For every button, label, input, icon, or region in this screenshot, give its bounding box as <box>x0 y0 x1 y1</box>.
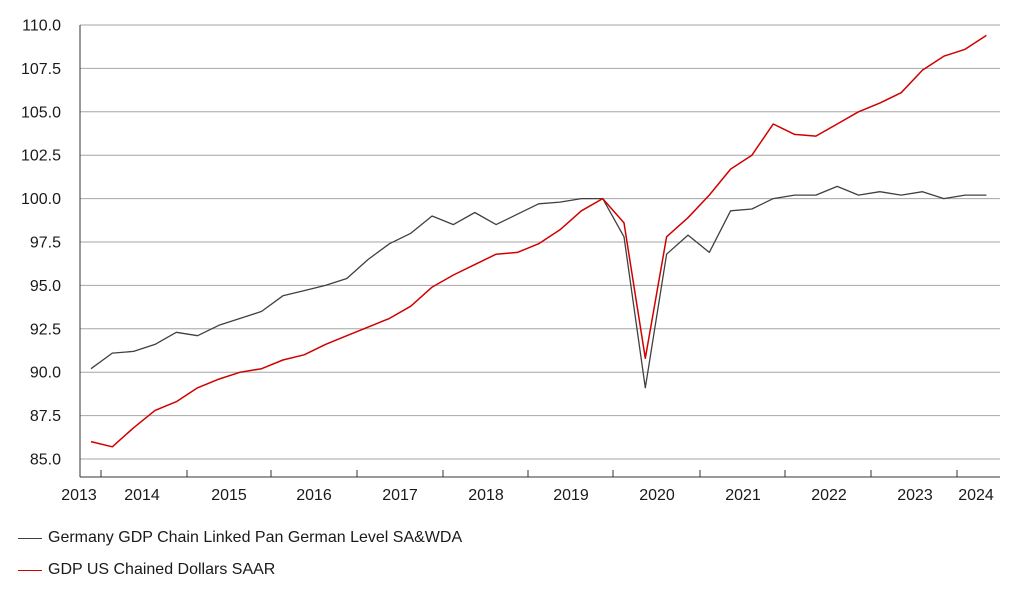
legend: Germany GDP Chain Linked Pan German Leve… <box>18 522 462 586</box>
y-tick-label: 100.0 <box>21 191 61 208</box>
x-tick-label: 2013 <box>61 487 97 504</box>
x-tick-label: 2018 <box>468 487 504 504</box>
x-tick-label: 2017 <box>382 487 418 504</box>
y-tick-label: 90.0 <box>30 365 61 382</box>
y-tick-label: 92.5 <box>30 321 61 338</box>
x-axis-tick-labels: 2013 2014 2015 2016 2017 2018 2019 2020 2021 2022… <box>61 487 994 504</box>
y-tick-label: 102.5 <box>21 148 61 165</box>
x-tick-label: 2022 <box>811 487 847 504</box>
x-tick-label: 2015 <box>211 487 247 504</box>
y-tick-label: 105.0 <box>21 104 61 121</box>
legend-label-germany-gdp: Germany GDP Chain Linked Pan German Leve… <box>48 529 463 546</box>
series-lines <box>90 34 987 448</box>
y-tick-label: 107.5 <box>21 61 61 78</box>
series-line-us-gdp <box>90 34 987 448</box>
x-tick-label: 2014 <box>124 487 160 504</box>
x-tick-label: 2020 <box>639 487 675 504</box>
legend-item-us-gdp: GDP US Chained Dollars SAAR <box>18 554 462 586</box>
series-line-germany-gdp <box>90 185 987 389</box>
y-axis-tick-labels: 85.0 87.5 90.0 92.5 95.0 97.5 100.0 102.5 105.0 1… <box>21 18 61 469</box>
y-tick-label: 85.0 <box>30 452 61 469</box>
y-tick-label: 110.0 <box>22 18 61 35</box>
x-tick-label: 2021 <box>725 487 761 504</box>
legend-swatch-germany-gdp <box>18 537 42 539</box>
x-tick-label: 2024 <box>958 487 994 504</box>
y-tick-label: 95.0 <box>30 278 61 295</box>
x-tick-label: 2023 <box>897 487 933 504</box>
x-tick-label: 2016 <box>296 487 332 504</box>
x-axis <box>79 25 1000 478</box>
legend-swatch-us-gdp <box>18 569 42 571</box>
y-tick-label: 97.5 <box>30 235 61 252</box>
y-tick-label: 87.5 <box>30 408 61 425</box>
x-tick-label: 2019 <box>553 487 589 504</box>
legend-label-us-gdp: GDP US Chained Dollars SAAR <box>48 561 276 578</box>
legend-item-germany-gdp: Germany GDP Chain Linked Pan German Leve… <box>18 522 462 554</box>
